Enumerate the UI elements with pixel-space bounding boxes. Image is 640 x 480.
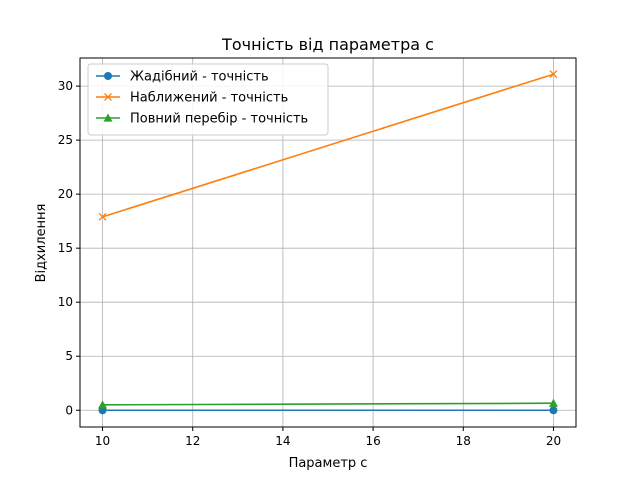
legend-marker	[103, 113, 113, 122]
y-tick-label: 0	[65, 403, 73, 417]
legend-label: Наближений - точність	[130, 91, 288, 106]
series-line	[102, 73, 554, 218]
x-tick-label: 14	[275, 434, 290, 448]
data-point	[548, 398, 558, 407]
series-3	[98, 398, 558, 409]
y-tick-label: 20	[58, 187, 73, 201]
series-2	[98, 70, 558, 221]
data-point	[98, 400, 108, 409]
y-tick-label: 25	[58, 133, 73, 147]
legend-entry: Жадібний - точність	[96, 70, 269, 85]
data-point	[549, 406, 558, 415]
y-axis-label: Відхилення	[34, 204, 49, 283]
x-tick-label: 12	[185, 434, 200, 448]
x-tick-label: 16	[365, 434, 380, 448]
x-axis-label: Параметр c	[289, 456, 368, 471]
legend-marker	[104, 72, 112, 80]
series-line	[102, 402, 554, 406]
legend: Жадібний - точність Наближений - точність…	[87, 63, 329, 136]
x-tick-label: 20	[546, 434, 561, 448]
legend-label: Повний перебір - точність	[130, 112, 308, 127]
legend-marker	[104, 93, 112, 101]
data-point	[98, 212, 107, 221]
series-layer	[98, 70, 558, 415]
legend-entry: Повний перебір - точність	[96, 112, 308, 127]
y-tick-label: 5	[65, 349, 73, 363]
legend-box	[87, 63, 329, 136]
y-tick-label: 30	[58, 79, 73, 93]
y-tick-label: 15	[58, 241, 73, 255]
axis-ticks: 10 12 14 16 18 20 0 5 10 15 20 25 30	[58, 79, 561, 448]
x-tick-label: 10	[95, 434, 110, 448]
legend-entry: Наближений - точність	[96, 91, 288, 106]
plot-frame	[79, 57, 577, 428]
chart-title: Точність від параметра c	[221, 35, 434, 54]
y-tick-label: 10	[58, 295, 73, 309]
legend-label: Жадібний - точність	[130, 70, 269, 85]
x-tick-label: 18	[456, 434, 471, 448]
data-point	[549, 70, 558, 79]
